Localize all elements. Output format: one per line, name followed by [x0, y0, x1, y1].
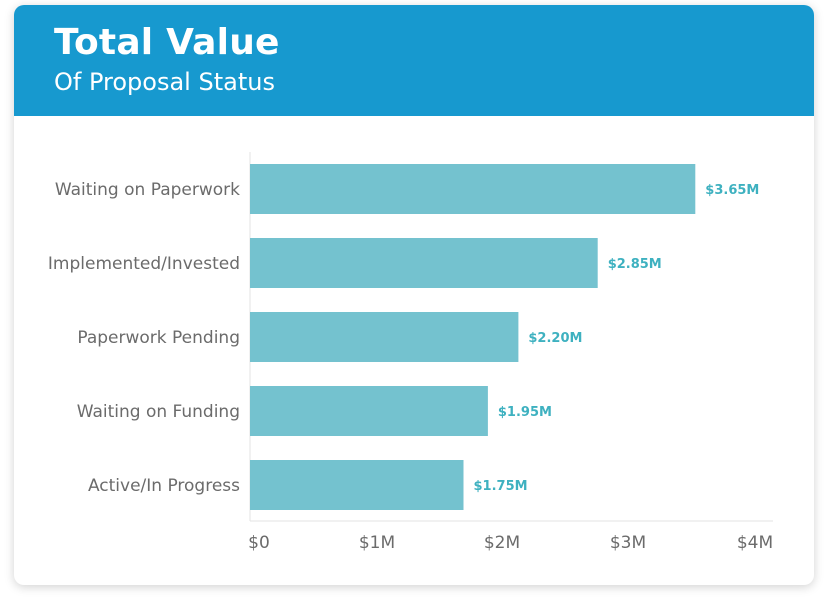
x-tick-label-3: $2M [484, 533, 520, 553]
x-tick-label-4: $3M [610, 533, 646, 553]
bar-3 [250, 312, 519, 362]
bar-5 [250, 460, 464, 510]
x-tick-label-1: $0 [248, 533, 270, 553]
x-tick-label-2: $1M [359, 533, 395, 553]
value-label-1: $3.65M [705, 183, 759, 198]
category-label-1: Waiting on Paperwork [55, 180, 240, 200]
category-label-5: Active/In Progress [88, 476, 240, 496]
value-label-5: $1.75M [474, 479, 528, 494]
value-label-3: $2.20M [528, 331, 582, 346]
chart-title: Total Value [54, 22, 280, 63]
x-tick-label-5: $4M [737, 533, 773, 553]
bar-2 [250, 238, 598, 288]
chart-subtitle: Of Proposal Status [54, 68, 275, 96]
category-label-4: Waiting on Funding [77, 402, 240, 422]
bar-4 [250, 386, 488, 436]
category-label-3: Paperwork Pending [77, 328, 240, 348]
chart-header: Total Value Of Proposal Status [14, 5, 814, 116]
value-label-4: $1.95M [498, 405, 552, 420]
value-label-2: $2.85M [608, 257, 662, 272]
bar-1 [250, 164, 696, 214]
category-label-2: Implemented/Invested [48, 254, 240, 274]
